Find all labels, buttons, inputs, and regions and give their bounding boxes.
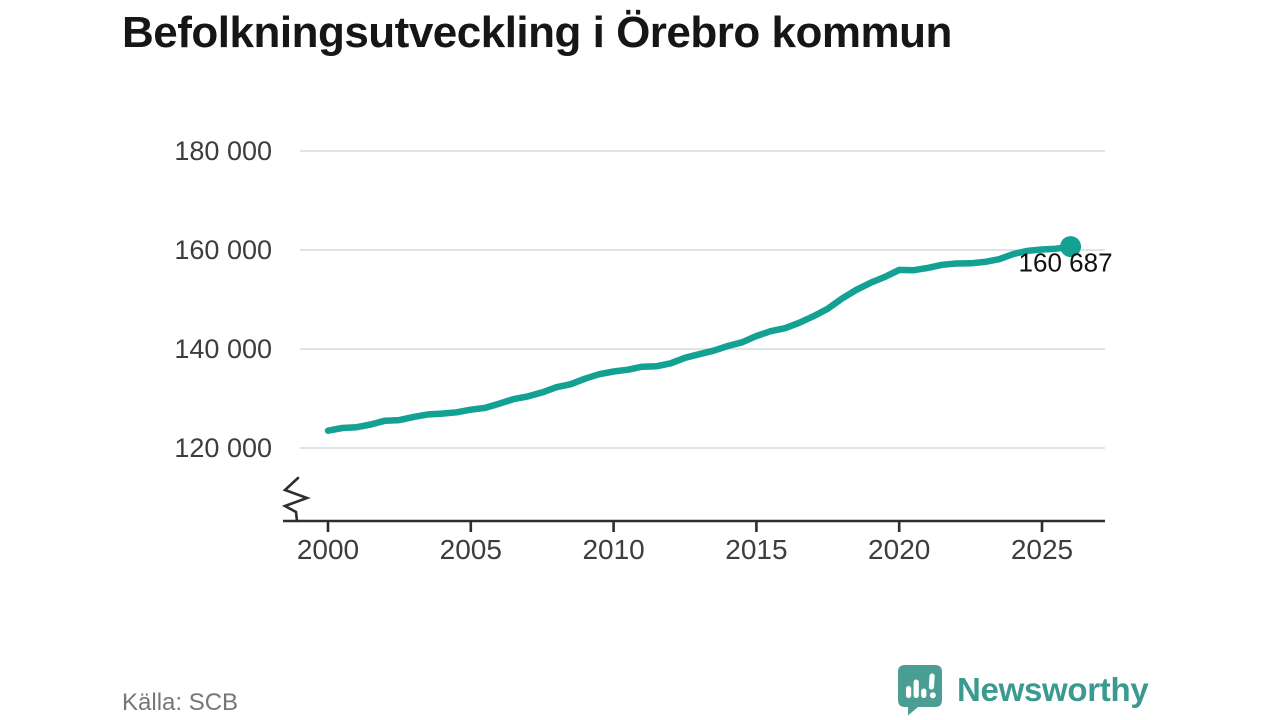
x-tick-label-2005: 2005 — [440, 534, 502, 565]
source-caption: Källa: SCB — [122, 689, 239, 716]
y-tick-label-140000: 140 000 — [174, 334, 272, 364]
bar-chart-bar-2 — [913, 679, 919, 698]
series-end-dot — [1060, 236, 1082, 258]
series-end-value-label: 160 687 — [1019, 248, 1113, 278]
newsworthy-logo: Newsworthy — [896, 663, 1149, 716]
bar-chart-bar-1 — [906, 686, 912, 698]
x-tick-label-2015: 2015 — [725, 534, 787, 565]
bar-chart-bar-3 — [921, 688, 927, 698]
y-tick-label-180000: 180 000 — [174, 136, 272, 166]
newsworthy-speech-bubble-icon — [898, 665, 942, 716]
x-tick-label-2000: 2000 — [297, 534, 359, 565]
axis-break-zigzag — [281, 476, 311, 523]
newsworthy-wordmark: Newsworthy — [957, 670, 1149, 708]
population-series-line — [324, 243, 1074, 434]
y-tick-label-120000: 120 000 — [174, 433, 272, 463]
x-tick-label-2025: 2025 — [1011, 534, 1073, 565]
page-title: Befolkningsutveckling i Örebro kommun — [122, 8, 952, 57]
x-tick-label-2020: 2020 — [868, 534, 930, 565]
x-tick-label-2010: 2010 — [582, 534, 644, 565]
exclamation-mark-stem — [928, 673, 935, 690]
exclamation-mark-dot — [929, 692, 936, 699]
y-tick-label-160000: 160 000 — [174, 235, 272, 265]
